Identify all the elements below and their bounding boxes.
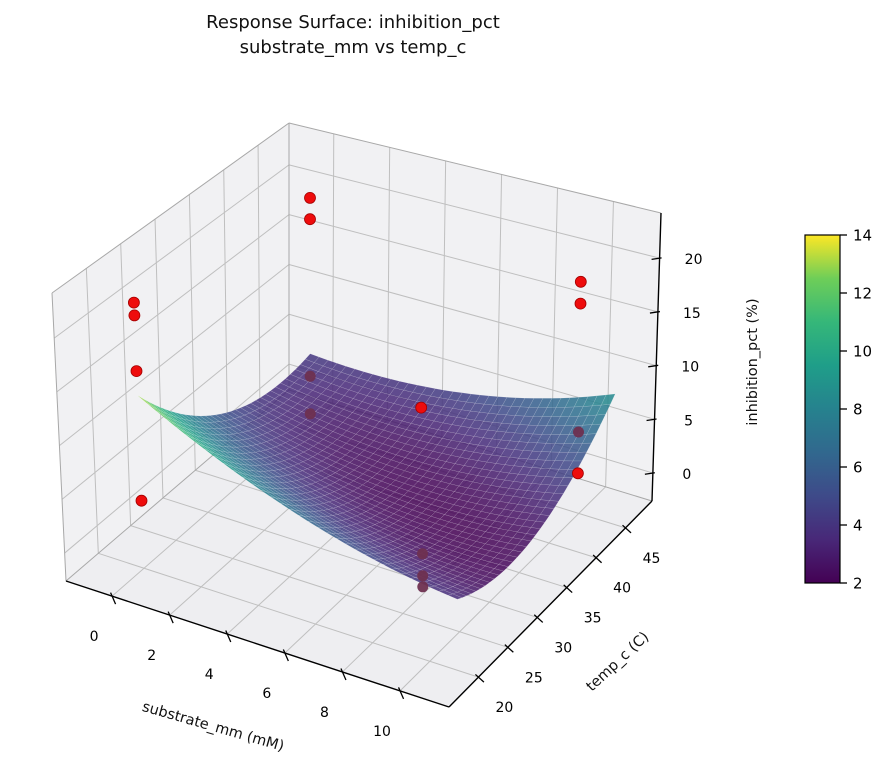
scatter-point [574, 297, 587, 310]
scatter-point [573, 426, 584, 438]
svg-text:35: 35 [584, 611, 602, 627]
svg-text:40: 40 [613, 581, 631, 597]
chart-title-line1: Response Surface: inhibition_pct [206, 12, 500, 33]
scatter-point [304, 191, 316, 204]
scatter-point [417, 548, 428, 560]
svg-text:0: 0 [682, 467, 691, 483]
colorbar-tick-label: 8 [853, 401, 863, 419]
svg-text:5: 5 [684, 413, 693, 429]
scatter-point [417, 581, 429, 593]
z-axis-label: inhibition_pct (%) [745, 298, 761, 426]
colorbar-tick-label: 4 [853, 517, 863, 535]
scatter-point [415, 401, 428, 414]
scatter-point [128, 309, 141, 322]
scatter-point [417, 570, 429, 582]
svg-text:8: 8 [320, 705, 329, 721]
scatter-point [304, 370, 316, 382]
axis-spines [65, 212, 662, 708]
colorbar-gradient [804, 234, 841, 584]
svg-text:4: 4 [205, 667, 214, 683]
tick-marks [109, 257, 662, 700]
scatter-point [304, 213, 316, 226]
scatter-point [572, 467, 584, 480]
tick-labels: 0 2 4 6 8 10 20 25 30 35 40 45 0 5 10 15 20 [90, 252, 703, 740]
chart-title-line2: substrate_mm vs temp_c [239, 37, 467, 58]
scatter-point [130, 365, 143, 378]
scatter-point [127, 296, 140, 309]
scatter-points-occluded [304, 370, 584, 593]
colorbar-tick-label: 14 [853, 227, 872, 245]
colorbar-tick-label: 2 [853, 575, 863, 593]
scatter-point [574, 275, 587, 288]
colorbar-tick-label: 12 [853, 285, 872, 303]
scatter-point [135, 494, 148, 507]
scatter-point [304, 408, 316, 420]
colorbar-tick-label: 6 [853, 459, 863, 477]
svg-text:20: 20 [685, 252, 703, 268]
colorbar: 2 4 6 8 10 12 14 [804, 227, 872, 593]
svg-text:10: 10 [373, 724, 391, 740]
surface-mesh [137, 353, 616, 600]
svg-text:45: 45 [643, 551, 661, 567]
svg-text:30: 30 [554, 640, 572, 656]
svg-text:25: 25 [525, 670, 543, 686]
svg-text:2: 2 [147, 648, 156, 664]
svg-text:15: 15 [683, 306, 701, 322]
scatter-points [127, 191, 587, 507]
svg-text:20: 20 [496, 700, 514, 716]
svg-text:6: 6 [262, 686, 271, 702]
svg-text:10: 10 [681, 360, 699, 376]
colorbar-tick-label: 10 [853, 343, 872, 361]
svg-text:0: 0 [90, 629, 99, 645]
